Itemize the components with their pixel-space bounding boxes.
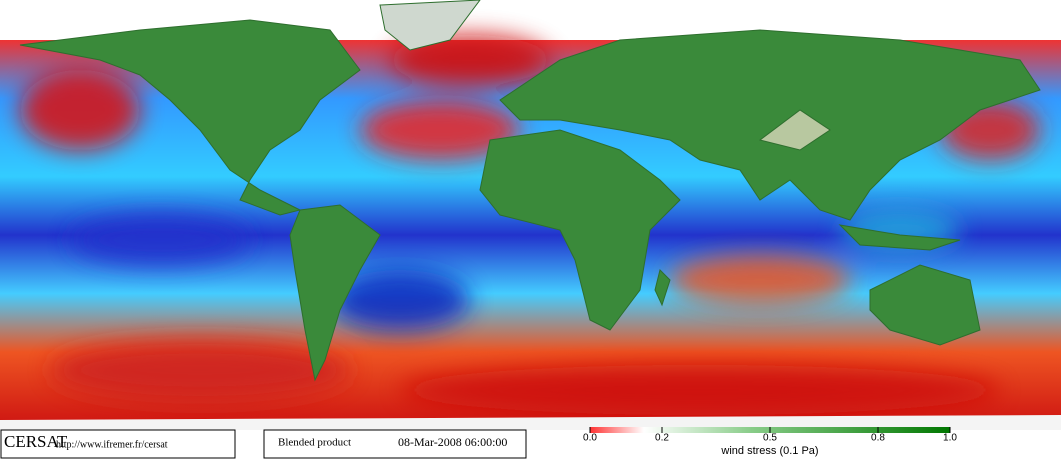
date: 08-Mar-2008 06:00:00	[398, 435, 507, 449]
colorbar-tick-label: 0.5	[763, 433, 777, 444]
logo: CERSAT	[4, 432, 68, 451]
product: Blended product	[278, 437, 351, 449]
colorbar-tick-label: 0.2	[655, 433, 669, 444]
colorbar-ticks: 0.0 0.2 0.5 0.8 1.0	[583, 427, 957, 444]
colorbar-tick-label: 1.0	[943, 433, 957, 444]
colorbar-label: wind stress (0.1 Pa)	[720, 445, 818, 457]
url: http://www.ifremer.fr/cersat	[56, 439, 168, 450]
colorbar-tick-label: 0.8	[871, 433, 885, 444]
land	[0, 0, 1061, 430]
colorbar-tick-label: 0.0	[583, 433, 597, 444]
logo-box	[0, 429, 236, 459]
product-box	[263, 429, 527, 459]
